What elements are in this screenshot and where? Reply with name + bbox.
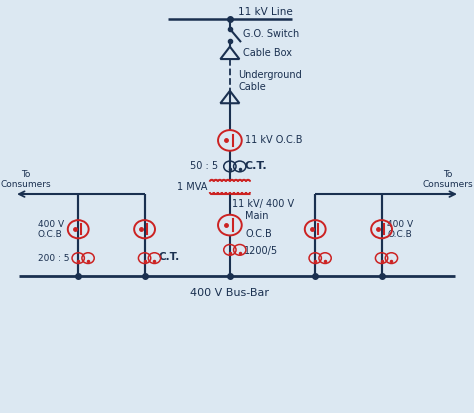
Text: 400 V
O.C.B: 400 V O.C.B — [38, 220, 64, 239]
Text: Cable Box: Cable Box — [243, 48, 292, 58]
Text: Main: Main — [245, 211, 269, 221]
Text: 1 MVA: 1 MVA — [176, 182, 207, 192]
Text: To
Consumers: To Consumers — [1, 170, 51, 189]
Text: C.T.: C.T. — [159, 252, 180, 262]
Text: O.C.B: O.C.B — [245, 229, 272, 239]
Text: 400 V Bus-Bar: 400 V Bus-Bar — [191, 288, 269, 298]
Text: 11 kV O.C.B: 11 kV O.C.B — [245, 135, 302, 145]
Text: 1200/5: 1200/5 — [244, 246, 278, 256]
Text: 400 V
O.C.B: 400 V O.C.B — [387, 220, 413, 239]
Text: G.O. Switch: G.O. Switch — [243, 29, 300, 39]
Text: C.T.: C.T. — [244, 161, 267, 171]
Text: 11 kV Line: 11 kV Line — [238, 7, 293, 17]
Text: 50 : 5: 50 : 5 — [190, 161, 218, 171]
Text: To
Consumers: To Consumers — [423, 170, 473, 189]
Text: 200 : 5: 200 : 5 — [38, 254, 69, 263]
Text: 11 kV/ 400 V: 11 kV/ 400 V — [232, 199, 294, 209]
Text: Underground
Cable: Underground Cable — [238, 70, 302, 93]
